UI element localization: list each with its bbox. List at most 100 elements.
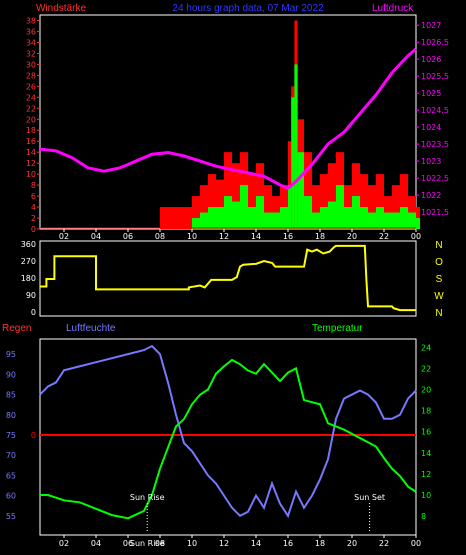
humidity-x-tick: 12 bbox=[219, 539, 229, 548]
wind-avg-bar bbox=[232, 201, 240, 229]
wind-avg-bar bbox=[392, 212, 400, 229]
wind-gust-bar bbox=[408, 196, 416, 229]
wind-avg-bar bbox=[336, 185, 344, 229]
humidity-x-tick: 04 bbox=[91, 539, 101, 548]
wind-gust-bar bbox=[160, 207, 176, 229]
pressure-y-tick: 1025 bbox=[421, 89, 441, 98]
wind-y-tick: 24 bbox=[26, 93, 36, 102]
wind-x-tick: 06 bbox=[123, 232, 133, 241]
wind-gust-bar bbox=[376, 174, 384, 229]
wind-x-tick: 16 bbox=[283, 232, 293, 241]
temperature-line bbox=[40, 358, 417, 520]
wind-avg-bar bbox=[304, 196, 312, 229]
humidity-y-tick: 90 bbox=[6, 370, 16, 379]
graph-date-title: 24 hours graph data, 07 Mar 2022 bbox=[172, 3, 324, 14]
wind-avg-bar bbox=[360, 207, 368, 229]
wind-title: Windstärke bbox=[36, 3, 86, 14]
wind-x-tick: 04 bbox=[91, 232, 101, 241]
direction-compass-label: N bbox=[435, 308, 442, 319]
wind-gust-bar bbox=[304, 152, 312, 229]
temperature-y-tick: 10 bbox=[421, 491, 431, 500]
wind-y-tick: 22 bbox=[26, 104, 36, 113]
wind-avg-bar bbox=[248, 207, 256, 229]
sunrise-x-label: Sun Rise bbox=[130, 539, 165, 548]
wind-x-tick: 20 bbox=[347, 232, 357, 241]
temperature-y-tick: 18 bbox=[421, 407, 431, 416]
wind-gust-bar bbox=[328, 163, 336, 229]
wind-avg-bar bbox=[216, 207, 224, 229]
wind-avg-bar bbox=[291, 97, 295, 229]
wind-avg-bar bbox=[384, 212, 392, 229]
pressure-y-tick: 1022 bbox=[421, 191, 441, 200]
humidity-y-tick: 75 bbox=[6, 431, 16, 440]
humidity-x-tick: 14 bbox=[251, 539, 261, 548]
wind-y-tick: 38 bbox=[26, 16, 36, 25]
pressure-line bbox=[39, 47, 417, 190]
wind-avg-bar bbox=[288, 185, 292, 229]
wind-avg-bar bbox=[272, 212, 280, 229]
wind-avg-bar bbox=[297, 152, 304, 229]
wind-gust-bar bbox=[312, 185, 320, 229]
wind-gust-bar bbox=[320, 174, 328, 229]
temperature-y-tick: 8 bbox=[421, 512, 426, 521]
direction-y-tick: 360 bbox=[21, 240, 36, 249]
wind-x-tick: 14 bbox=[251, 232, 261, 241]
wind-y-tick: 32 bbox=[26, 49, 36, 58]
pressure-y-tick: 1025.5 bbox=[421, 72, 449, 81]
humidity-x-tick: 08 bbox=[155, 539, 165, 548]
humidity-x-tick: 16 bbox=[283, 539, 293, 548]
direction-y-tick: 90 bbox=[26, 291, 36, 300]
temperature-y-tick: 20 bbox=[421, 386, 431, 395]
wind-avg-bar bbox=[208, 207, 216, 229]
wind-avg-bar bbox=[328, 201, 336, 229]
wind-y-tick: 20 bbox=[26, 115, 36, 124]
direction-y-tick: 180 bbox=[21, 274, 36, 283]
wind-avg-bar bbox=[344, 207, 352, 229]
wind-gust-bar bbox=[264, 185, 272, 229]
pressure-y-tick: 1023.5 bbox=[421, 140, 449, 149]
humidity-y-tick: 55 bbox=[6, 512, 16, 521]
temperature-y-tick: 22 bbox=[421, 364, 431, 373]
temperature-y-tick: 14 bbox=[421, 449, 431, 458]
temperature-y-tick: 12 bbox=[421, 470, 431, 479]
wind-avg-bar bbox=[408, 212, 416, 229]
wind-avg-bar bbox=[294, 64, 298, 229]
wind-avg-bar bbox=[200, 212, 208, 229]
humidity-y-tick: 60 bbox=[6, 492, 16, 501]
wind-y-tick: 10 bbox=[26, 170, 36, 179]
pressure-y-tick: 1026.5 bbox=[421, 38, 449, 47]
wind-x-tick: 08 bbox=[155, 232, 165, 241]
temperature-axis-title: Temperatur bbox=[312, 323, 363, 334]
humidity-y-tick: 80 bbox=[6, 411, 16, 420]
wind-gust-bar bbox=[368, 185, 376, 229]
wind-y-tick: 28 bbox=[26, 71, 36, 80]
wind-avg-bar bbox=[264, 212, 272, 229]
humidity-y-tick: 95 bbox=[6, 350, 16, 359]
humidity-x-tick: 10 bbox=[187, 539, 197, 548]
wind-gust-bar bbox=[208, 174, 216, 229]
wind-x-tick: 22 bbox=[379, 232, 389, 241]
wind-gust-bar bbox=[384, 196, 392, 229]
wind-y-tick: 36 bbox=[26, 27, 36, 36]
wind-y-tick: 12 bbox=[26, 159, 36, 168]
wind-y-tick: 14 bbox=[26, 148, 36, 157]
humidity-x-tick: 00 bbox=[411, 539, 421, 548]
wind-y-tick: 0 bbox=[31, 225, 36, 234]
pressure-y-tick: 1027 bbox=[421, 21, 441, 30]
wind-y-tick: 30 bbox=[26, 60, 36, 69]
humidity-x-tick: 20 bbox=[347, 539, 357, 548]
pressure-y-tick: 1024 bbox=[421, 123, 441, 132]
humidity-axis-title: Luftfeuchte bbox=[66, 323, 116, 334]
pressure-y-tick: 1026 bbox=[421, 55, 441, 64]
direction-panel-frame bbox=[39, 240, 417, 317]
rain-y-tick: 0 bbox=[31, 431, 36, 440]
direction-y-tick: 0 bbox=[31, 308, 36, 317]
direction-y-tick: 270 bbox=[21, 257, 36, 266]
humidity-y-tick: 70 bbox=[6, 451, 16, 460]
wind-gust-bar bbox=[216, 179, 224, 229]
direction-compass-label: N bbox=[435, 240, 442, 251]
humidity-y-tick: 65 bbox=[6, 471, 16, 480]
pressure-y-tick: 1022.5 bbox=[421, 174, 449, 183]
wind-direction-line bbox=[40, 244, 416, 312]
